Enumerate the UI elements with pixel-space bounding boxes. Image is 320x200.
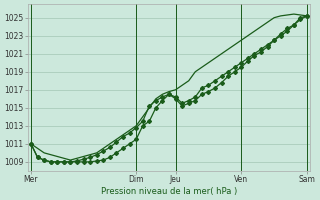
X-axis label: Pression niveau de la mer( hPa ): Pression niveau de la mer( hPa ): [101, 187, 237, 196]
